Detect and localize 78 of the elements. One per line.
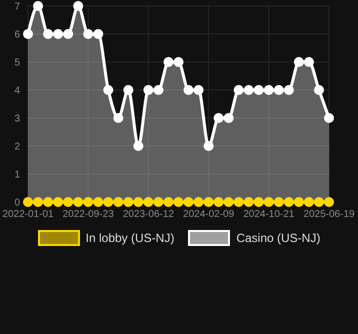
y-tick-label: 6 bbox=[14, 30, 20, 41]
point bbox=[274, 197, 284, 207]
point bbox=[254, 197, 264, 207]
point bbox=[204, 141, 214, 151]
point bbox=[23, 197, 33, 207]
point bbox=[294, 197, 304, 207]
point bbox=[83, 197, 94, 207]
point bbox=[184, 197, 194, 207]
point bbox=[163, 57, 174, 67]
point bbox=[123, 85, 134, 95]
point bbox=[244, 197, 254, 207]
point bbox=[324, 197, 334, 207]
point bbox=[33, 1, 44, 11]
x-tick-label: 2022-01-01 bbox=[2, 209, 54, 220]
point bbox=[284, 85, 294, 95]
point bbox=[194, 197, 204, 207]
point bbox=[224, 113, 234, 123]
legend-label: In lobby (US-NJ) bbox=[86, 231, 174, 245]
y-tick-label: 5 bbox=[14, 58, 20, 69]
x-tick-label: 2024-10-21 bbox=[243, 209, 295, 220]
y-tick-label: 2 bbox=[14, 142, 20, 153]
x-tick-label: 2022-09-23 bbox=[62, 209, 114, 220]
y-tick-label: 3 bbox=[14, 114, 20, 125]
y-tick-label: 4 bbox=[14, 86, 20, 97]
point bbox=[73, 197, 84, 207]
point bbox=[194, 85, 204, 95]
point bbox=[264, 85, 274, 95]
point bbox=[83, 29, 94, 39]
point bbox=[224, 197, 234, 207]
point bbox=[163, 197, 174, 207]
point bbox=[174, 197, 184, 207]
x-tick-label: 2025-06-19 bbox=[303, 209, 356, 220]
point bbox=[304, 57, 314, 67]
point bbox=[33, 197, 44, 207]
point bbox=[153, 85, 164, 95]
point bbox=[23, 29, 33, 39]
point bbox=[254, 85, 264, 95]
point bbox=[93, 197, 104, 207]
point bbox=[63, 197, 74, 207]
y-tick-label: 7 bbox=[14, 2, 20, 13]
point bbox=[174, 57, 184, 67]
point bbox=[43, 29, 54, 39]
point bbox=[63, 29, 74, 39]
legend-label: Casino (US-NJ) bbox=[236, 231, 320, 245]
point bbox=[103, 85, 114, 95]
point bbox=[73, 1, 84, 11]
point bbox=[123, 197, 134, 207]
point bbox=[93, 29, 104, 39]
point bbox=[284, 197, 294, 207]
point bbox=[184, 85, 194, 95]
x-tick-label: 2023-06-12 bbox=[122, 209, 174, 220]
point bbox=[43, 197, 54, 207]
point bbox=[264, 197, 274, 207]
point bbox=[53, 197, 64, 207]
point bbox=[214, 113, 224, 123]
point bbox=[214, 197, 224, 207]
point bbox=[244, 85, 254, 95]
point bbox=[324, 113, 334, 123]
point bbox=[153, 197, 164, 207]
point bbox=[53, 29, 64, 39]
y-tick-label: 1 bbox=[14, 170, 20, 181]
point bbox=[314, 197, 324, 207]
point bbox=[143, 85, 154, 95]
point bbox=[113, 197, 124, 207]
point bbox=[274, 85, 284, 95]
point bbox=[304, 197, 314, 207]
point bbox=[234, 85, 244, 95]
point bbox=[133, 141, 144, 151]
point bbox=[234, 197, 244, 207]
x-tick-label: 2024-02-09 bbox=[183, 209, 235, 220]
point bbox=[294, 57, 304, 67]
point bbox=[113, 113, 124, 123]
point bbox=[143, 197, 154, 207]
y-tick-label: 0 bbox=[14, 198, 20, 209]
point bbox=[314, 85, 324, 95]
point bbox=[103, 197, 114, 207]
point bbox=[133, 197, 144, 207]
point bbox=[204, 197, 214, 207]
